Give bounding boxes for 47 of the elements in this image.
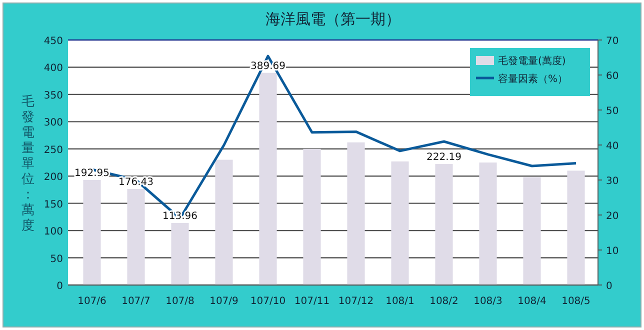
x-tick-label: 107/9 — [210, 296, 238, 307]
x-tick-label: 108/2 — [430, 296, 458, 307]
x-tick-label: 108/5 — [562, 296, 590, 307]
x-tick-label: 107/7 — [122, 296, 150, 307]
bar — [391, 161, 409, 285]
bar — [215, 160, 233, 285]
x-tick-label: 108/1 — [386, 296, 414, 307]
x-tick-label: 108/4 — [518, 296, 546, 307]
bar — [523, 177, 541, 285]
bar — [347, 142, 365, 285]
bar — [259, 72, 277, 285]
y-tick-label: 300 — [44, 118, 63, 129]
y2-tick-label: 10 — [606, 246, 619, 257]
x-tick-label: 107/8 — [166, 296, 194, 307]
x-tick-label: 107/6 — [78, 296, 106, 307]
y-tick-label: 200 — [44, 172, 63, 184]
y2-tick-label: 70 — [606, 36, 619, 47]
bar — [303, 148, 321, 285]
y2-tick-label: 50 — [606, 106, 619, 117]
bar — [479, 162, 497, 285]
y-tick-label: 150 — [44, 199, 63, 210]
x-tick-label: 108/3 — [474, 296, 502, 307]
y-tick-label: 100 — [44, 226, 63, 238]
x-tick-label: 107/11 — [294, 296, 330, 307]
x-tick-label: 107/12 — [338, 296, 374, 307]
y2-tick-label: 30 — [606, 176, 619, 187]
y-tick-label: 0 — [56, 281, 63, 292]
y2-tick-label: 40 — [606, 141, 619, 152]
bar — [171, 222, 189, 285]
y-tick-label: 450 — [44, 36, 63, 47]
bar — [127, 188, 145, 285]
y-tick-label: 50 — [50, 254, 63, 265]
bar — [83, 180, 101, 285]
y-tick-label: 250 — [44, 144, 63, 156]
y2-tick-label: 20 — [606, 211, 619, 222]
bar — [567, 170, 585, 285]
y2-tick-label: 60 — [606, 71, 619, 82]
x-tick-label: 107/10 — [250, 296, 286, 307]
bar — [435, 164, 453, 285]
data-label: 222.19 — [426, 152, 462, 164]
chart-title: 海洋風電（第一期） — [266, 10, 400, 28]
y-tick-label: 400 — [44, 63, 63, 74]
y-tick-label: 350 — [44, 90, 63, 102]
legend-label: 容量因素（%） — [498, 73, 568, 85]
text: 毛發電量單位：萬度 — [22, 94, 34, 234]
legend-label: 毛發電量(萬度) — [498, 55, 566, 67]
y2-tick-label: 0 — [606, 281, 612, 292]
